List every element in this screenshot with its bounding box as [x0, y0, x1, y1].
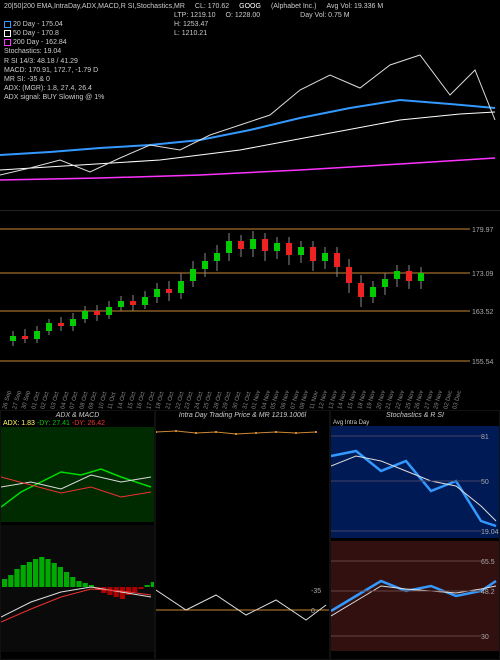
svg-text:50: 50: [481, 479, 489, 486]
svg-text:173.09: 173.09: [472, 271, 494, 278]
date-axis: 26 Sep27 Sep30 Sep01 Oct02 Oct03 Oct04 O…: [0, 370, 500, 410]
svg-text:48.2: 48.2: [481, 589, 495, 596]
svg-text:0: 0: [311, 608, 315, 615]
main-price-panel: [0, 0, 500, 200]
intra-title: Intra Day Trading Price & MR 1219.1006l: [156, 411, 329, 420]
svg-text:-35: -35: [311, 588, 321, 595]
candle-panel: 179.97 173.09 163.52 155.54: [0, 210, 500, 370]
svg-text:81: 81: [481, 434, 489, 441]
intraday-panel: Intra Day Trading Price & MR 1219.1006l …: [155, 410, 330, 660]
date-tick: 06 Nov: [280, 390, 291, 410]
date-tick: 30 Oct: [232, 391, 242, 410]
stoch-title: Stochastics & R SI: [386, 412, 444, 419]
stochastics-panel: Stochastics & R SI Avg Intra Day 815019.…: [330, 410, 500, 660]
date-tick: 23 Oct: [184, 391, 194, 410]
date-tick: 21 Oct: [165, 391, 175, 410]
date-tick: 25 Oct: [203, 391, 213, 410]
date-tick: 09 Oct: [88, 391, 98, 410]
date-tick: 07 Oct: [69, 391, 79, 410]
svg-text:163.52: 163.52: [472, 309, 494, 316]
adx-title: ADX & MACD: [1, 411, 154, 420]
date-tick: 26 Sep: [2, 390, 13, 410]
svg-text:30: 30: [481, 634, 489, 641]
date-tick: 03 Oct: [50, 391, 60, 410]
adx-status: ADX: 1.83 -DY: 27.41 -DY: 26.42: [1, 420, 154, 427]
svg-text:19.04: 19.04: [481, 529, 499, 536]
bottom-panels: ADX & MACD ADX: 1.83 -DY: 27.41 -DY: 26.…: [0, 410, 500, 660]
date-tick: 14 Oct: [117, 391, 127, 410]
svg-text:179.97: 179.97: [472, 227, 494, 234]
date-tick: 03 Dec: [453, 390, 464, 410]
date-tick: 22 Nov: [395, 390, 406, 410]
date-tick: 16 Oct: [136, 391, 146, 410]
svg-text:155.54: 155.54: [472, 359, 494, 366]
adx-macd-panel: ADX & MACD ADX: 1.83 -DY: 27.41 -DY: 26.…: [0, 410, 155, 660]
date-tick: 15 Nov: [347, 390, 358, 410]
svg-text:65.5: 65.5: [481, 559, 495, 566]
